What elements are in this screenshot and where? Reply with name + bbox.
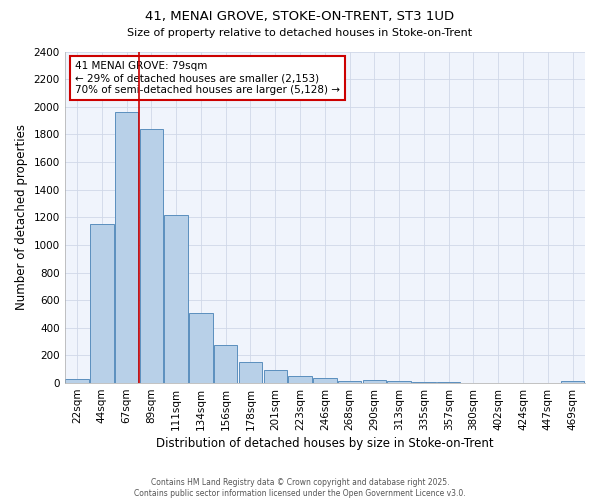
Text: 41, MENAI GROVE, STOKE-ON-TRENT, ST3 1UD: 41, MENAI GROVE, STOKE-ON-TRENT, ST3 1UD — [145, 10, 455, 23]
Bar — [189, 312, 213, 383]
Bar — [65, 379, 89, 383]
Bar — [140, 129, 163, 383]
Y-axis label: Number of detached properties: Number of detached properties — [15, 124, 28, 310]
Bar — [313, 378, 337, 383]
Bar — [239, 362, 262, 383]
Bar — [412, 382, 436, 383]
Bar — [362, 380, 386, 383]
Bar — [164, 214, 188, 383]
Bar — [115, 112, 139, 383]
Bar — [437, 382, 460, 383]
Bar — [214, 345, 238, 383]
Bar — [288, 376, 312, 383]
Bar — [263, 370, 287, 383]
Text: 41 MENAI GROVE: 79sqm
← 29% of detached houses are smaller (2,153)
70% of semi-d: 41 MENAI GROVE: 79sqm ← 29% of detached … — [75, 62, 340, 94]
Bar — [338, 380, 361, 383]
Bar — [90, 224, 113, 383]
Bar — [388, 382, 411, 383]
Bar — [462, 382, 485, 383]
Text: Size of property relative to detached houses in Stoke-on-Trent: Size of property relative to detached ho… — [127, 28, 473, 38]
X-axis label: Distribution of detached houses by size in Stoke-on-Trent: Distribution of detached houses by size … — [156, 437, 494, 450]
Bar — [561, 382, 584, 383]
Text: Contains HM Land Registry data © Crown copyright and database right 2025.
Contai: Contains HM Land Registry data © Crown c… — [134, 478, 466, 498]
